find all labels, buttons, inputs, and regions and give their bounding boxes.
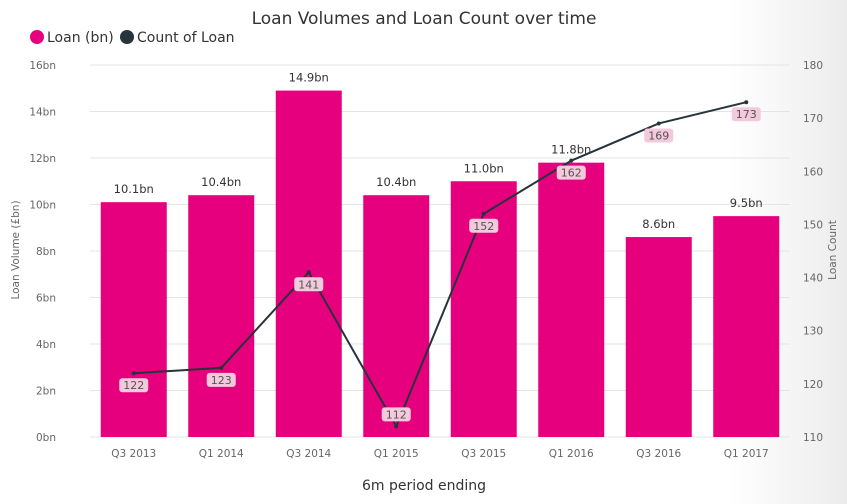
point-label: 152	[469, 218, 499, 233]
y2-tick-label: 170	[803, 113, 823, 125]
bar-value-label: 10.4bn	[376, 175, 416, 189]
point-label-bg	[206, 372, 236, 387]
y-tick-label: 10bn	[29, 200, 56, 212]
y2-tick-label: 140	[803, 273, 823, 285]
bar[interactable]	[625, 237, 692, 437]
bar-value-label: 10.4bn	[201, 175, 241, 189]
bar-value-label: 11.0bn	[464, 161, 504, 175]
count-line	[133, 101, 747, 429]
bar-series	[100, 90, 780, 437]
line-point[interactable]	[656, 121, 661, 126]
point-label-text: 123	[211, 374, 232, 387]
legend: Loan (bn) Count of Loan	[30, 30, 235, 46]
y-tick-label: 6bn	[36, 293, 56, 305]
point-label-bg	[381, 407, 411, 422]
y-tick-label: 16bn	[29, 60, 56, 72]
x-axis-ticks: Q3 2013 Q1 2014 Q3 2014 Q1 2015 Q3 2015 Q1 20…	[111, 448, 769, 460]
x-tick-label: Q1 2014	[199, 448, 244, 460]
point-label: 112	[381, 407, 411, 422]
bar-value-label: 8.6bn	[642, 217, 675, 231]
legend-swatch-count	[120, 30, 134, 44]
y-tick-label: 8bn	[36, 246, 56, 258]
y2-tick-label: 120	[803, 379, 823, 391]
x-tick-label: Q3 2016	[636, 448, 681, 460]
bar[interactable]	[188, 195, 255, 437]
bar-value-label: 14.9bn	[289, 71, 329, 85]
x-tick-label: Q3 2015	[461, 448, 506, 460]
bar-data-labels: 10.1bn 10.4bn 14.9bn 10.4bn 11.0bn 11.8bn 8.6b…	[114, 71, 763, 231]
x-tick-label: Q1 2016	[549, 448, 594, 460]
point-label-bg	[731, 107, 761, 122]
legend-label-loan: Loan (bn)	[47, 30, 114, 46]
point-label: 141	[294, 277, 324, 292]
y-axis-ticks: 0bn 2bn 4bn 6bn 8bn 10bn 12bn 14bn 16bn	[29, 60, 56, 444]
point-label: 173	[731, 107, 761, 122]
line-point[interactable]	[569, 158, 574, 163]
point-label-bg	[294, 277, 324, 292]
y2-axis-ticks: 110 120 130 140 150 160 170 180	[803, 60, 823, 444]
point-label-text: 112	[386, 408, 407, 421]
point-label-text: 152	[473, 220, 494, 233]
legend-item-loan[interactable]: Loan (bn)	[30, 30, 114, 46]
point-label-bg	[556, 165, 586, 180]
line-data-labels: 122 123 141 112 152 162 169 173	[119, 107, 761, 422]
line-point[interactable]	[219, 365, 224, 370]
y-tick-label: 0bn	[36, 432, 56, 444]
y2-tick-label: 180	[803, 60, 823, 72]
x-tick-label: Q3 2014	[286, 448, 331, 460]
bar[interactable]	[275, 90, 342, 437]
x-tick-label: Q3 2013	[111, 448, 156, 460]
y2-tick-label: 150	[803, 219, 823, 231]
y2-tick-label: 110	[803, 432, 823, 444]
bar[interactable]	[713, 216, 780, 437]
point-label-text: 162	[561, 167, 582, 180]
y2-tick-label: 130	[803, 326, 823, 338]
y2-axis-title: Loan Count	[827, 220, 839, 280]
x-tick-label: Q1 2017	[724, 448, 769, 460]
x-axis-title: 6m period ending	[362, 478, 486, 494]
y2-tick-label: 160	[803, 166, 823, 178]
y-tick-label: 14bn	[29, 107, 56, 119]
bar-value-label: 11.8bn	[551, 143, 591, 157]
line-point[interactable]	[394, 424, 399, 429]
point-label-text: 169	[648, 129, 669, 142]
point-label-bg	[469, 218, 499, 233]
y-tick-label: 2bn	[36, 386, 56, 398]
point-label: 169	[644, 128, 674, 143]
bar[interactable]	[363, 195, 430, 437]
bar-value-label: 9.5bn	[730, 196, 763, 210]
line-point[interactable]	[131, 371, 136, 376]
line-point[interactable]	[306, 270, 311, 275]
y-axis-title: Loan Volume (£bn)	[10, 200, 22, 299]
x-tick-label: Q1 2015	[374, 448, 419, 460]
point-label-bg	[644, 128, 674, 143]
point-label-text: 173	[736, 108, 757, 121]
y-tick-label: 12bn	[29, 153, 56, 165]
point-label-text: 122	[123, 379, 144, 392]
point-label: 162	[556, 165, 586, 180]
bar[interactable]	[538, 162, 605, 437]
point-label: 122	[119, 378, 149, 393]
bar-value-label: 10.1bn	[114, 182, 154, 196]
point-label: 123	[206, 372, 236, 387]
legend-item-count[interactable]: Count of Loan	[120, 30, 235, 46]
legend-swatch-loan	[30, 30, 44, 44]
line-series	[131, 100, 749, 429]
bar[interactable]	[100, 202, 167, 437]
line-point[interactable]	[744, 100, 749, 105]
chart-title: Loan Volumes and Loan Count over time	[252, 9, 597, 29]
point-label-bg	[119, 378, 149, 393]
point-label-text: 141	[298, 278, 319, 291]
line-point[interactable]	[481, 211, 486, 216]
legend-label-count: Count of Loan	[137, 30, 235, 46]
y-tick-label: 4bn	[36, 339, 56, 351]
